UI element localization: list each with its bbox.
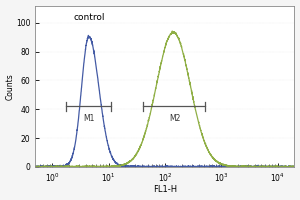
Text: M1: M1 [83, 114, 94, 123]
Text: control: control [74, 13, 105, 22]
X-axis label: FL1-H: FL1-H [153, 185, 177, 194]
Y-axis label: Counts: Counts [6, 73, 15, 100]
Text: M2: M2 [169, 114, 180, 123]
